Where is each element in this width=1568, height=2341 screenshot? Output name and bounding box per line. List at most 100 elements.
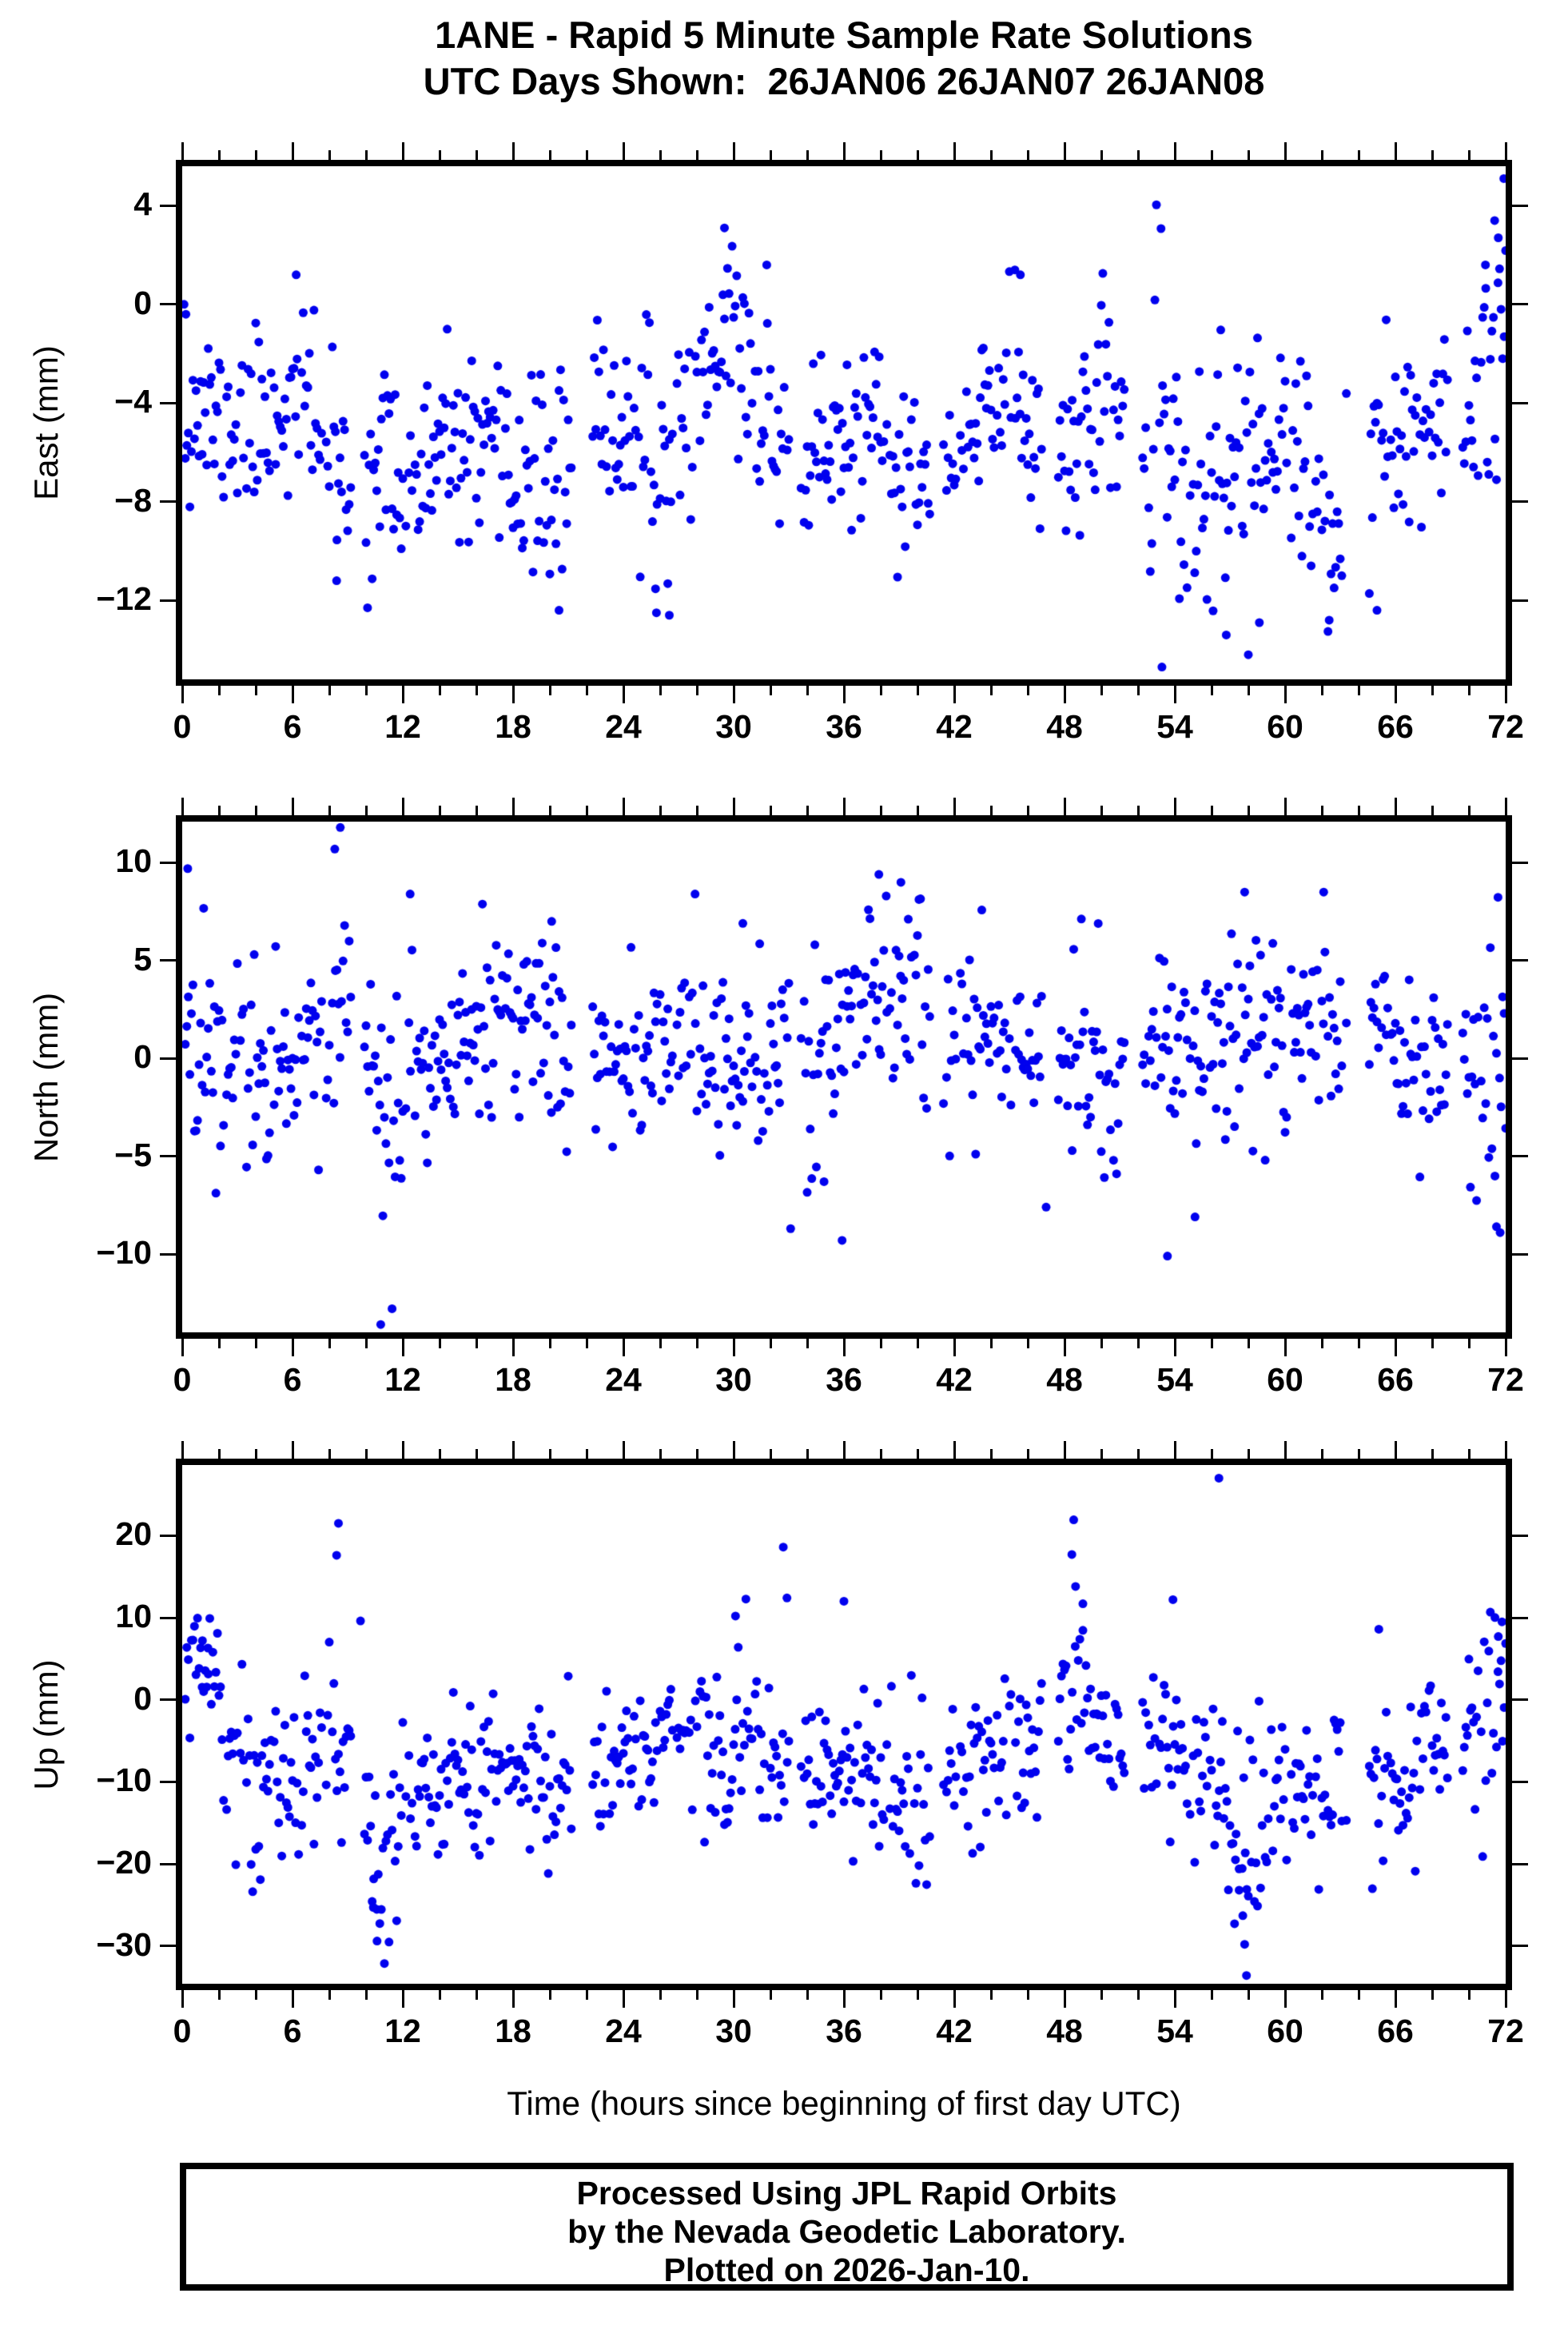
x-tick — [842, 686, 846, 703]
x-tick — [1173, 686, 1176, 703]
x-tick-label: 54 — [1156, 1361, 1193, 1398]
x-tick — [1026, 1990, 1029, 2000]
x-tick-label: 54 — [1156, 708, 1193, 745]
x-tick — [401, 1441, 404, 1459]
x-tick-label: 24 — [605, 708, 642, 745]
x-tick — [659, 150, 662, 160]
x-tick — [989, 1449, 993, 1459]
x-tick — [1467, 150, 1470, 160]
x-tick — [842, 1990, 846, 2008]
x-tick — [511, 1339, 515, 1356]
x-tick — [1026, 806, 1029, 815]
x-tick-label: 0 — [173, 708, 192, 745]
y-tick-label: 0 — [133, 284, 152, 321]
x-tick — [1320, 806, 1323, 815]
x-tick-label: 42 — [936, 2013, 973, 2049]
x-tick — [1173, 1339, 1176, 1356]
x-tick — [879, 1990, 882, 2000]
x-tick — [1394, 798, 1397, 815]
x-tick — [659, 1339, 662, 1348]
x-tick — [1394, 1990, 1397, 2008]
x-tick — [1100, 686, 1103, 695]
x-tick — [585, 1339, 588, 1348]
y-tick-label: −12 — [96, 580, 152, 618]
x-tick-label: 36 — [826, 1361, 862, 1398]
x-tick — [548, 806, 551, 815]
x-tick — [659, 1990, 662, 2000]
x-tick — [879, 806, 882, 815]
y-tick — [1512, 1252, 1528, 1256]
y-tick — [160, 500, 176, 504]
x-tick-label: 18 — [495, 708, 531, 745]
x-tick — [585, 686, 588, 695]
x-axis-label: Time (hours since beginning of first day… — [507, 2084, 1181, 2122]
x-tick — [732, 1441, 735, 1459]
x-tick — [401, 798, 404, 815]
x-tick — [769, 686, 772, 695]
x-tick — [953, 142, 956, 160]
x-tick — [695, 1339, 698, 1348]
x-tick — [364, 150, 368, 160]
y-tick — [160, 1780, 176, 1783]
y-tick — [160, 599, 176, 602]
x-tick — [1504, 1339, 1507, 1356]
east-frame — [176, 160, 1512, 686]
y-tick — [1512, 204, 1528, 207]
x-tick — [1136, 150, 1140, 160]
x-tick — [989, 1990, 993, 2000]
y-tick — [160, 204, 176, 207]
x-tick — [1063, 1441, 1066, 1459]
x-tick — [695, 150, 698, 160]
x-tick — [1100, 150, 1103, 160]
x-tick — [1063, 1339, 1066, 1356]
x-tick-label: 18 — [495, 2013, 531, 2049]
north-plot-canvas — [182, 822, 1506, 1332]
x-tick — [1320, 150, 1323, 160]
x-tick — [659, 806, 662, 815]
x-tick — [659, 1449, 662, 1459]
x-tick — [622, 1441, 625, 1459]
x-tick — [438, 1339, 441, 1348]
x-tick — [548, 1339, 551, 1348]
y-tick — [1512, 500, 1528, 504]
y-tick-label: 0 — [133, 1038, 152, 1076]
x-tick — [622, 798, 625, 815]
x-tick-label: 30 — [715, 1361, 752, 1398]
y-tick — [160, 1155, 176, 1158]
x-tick — [879, 1449, 882, 1459]
x-tick — [916, 150, 919, 160]
x-tick — [1467, 1449, 1470, 1459]
y-tick — [160, 303, 176, 306]
y-tick-label: 5 — [133, 940, 152, 977]
x-tick-label: 60 — [1267, 2013, 1303, 2049]
x-tick — [475, 150, 478, 160]
x-tick — [1100, 1449, 1103, 1459]
x-tick — [732, 686, 735, 703]
x-tick — [1467, 1990, 1470, 2000]
footer-line-3: Plotted on 2026-Jan-10. — [663, 2251, 1030, 2288]
x-tick — [879, 150, 882, 160]
x-tick — [842, 1441, 846, 1459]
x-tick — [1136, 806, 1140, 815]
x-tick-label: 6 — [283, 2013, 302, 2049]
y-tick — [160, 1534, 176, 1537]
x-tick — [1210, 686, 1213, 695]
y-tick-label: −20 — [96, 1844, 152, 1881]
x-tick — [1467, 1339, 1470, 1348]
x-tick — [548, 1449, 551, 1459]
y-tick-label: −8 — [114, 481, 152, 519]
y-tick-label: 0 — [133, 1679, 152, 1717]
x-tick — [181, 686, 184, 703]
x-tick — [879, 686, 882, 695]
x-tick-label: 48 — [1046, 708, 1083, 745]
x-tick — [254, 150, 257, 160]
footer-line-2: by the Nevada Geodetic Laboratory. — [567, 2213, 1126, 2250]
x-tick-label: 24 — [605, 1361, 642, 1398]
x-tick — [1136, 686, 1140, 695]
x-tick — [181, 1441, 184, 1459]
x-tick — [1063, 142, 1066, 160]
y-tick — [1512, 1862, 1528, 1865]
x-tick — [879, 1339, 882, 1348]
x-tick — [989, 150, 993, 160]
x-tick — [1100, 1339, 1103, 1348]
